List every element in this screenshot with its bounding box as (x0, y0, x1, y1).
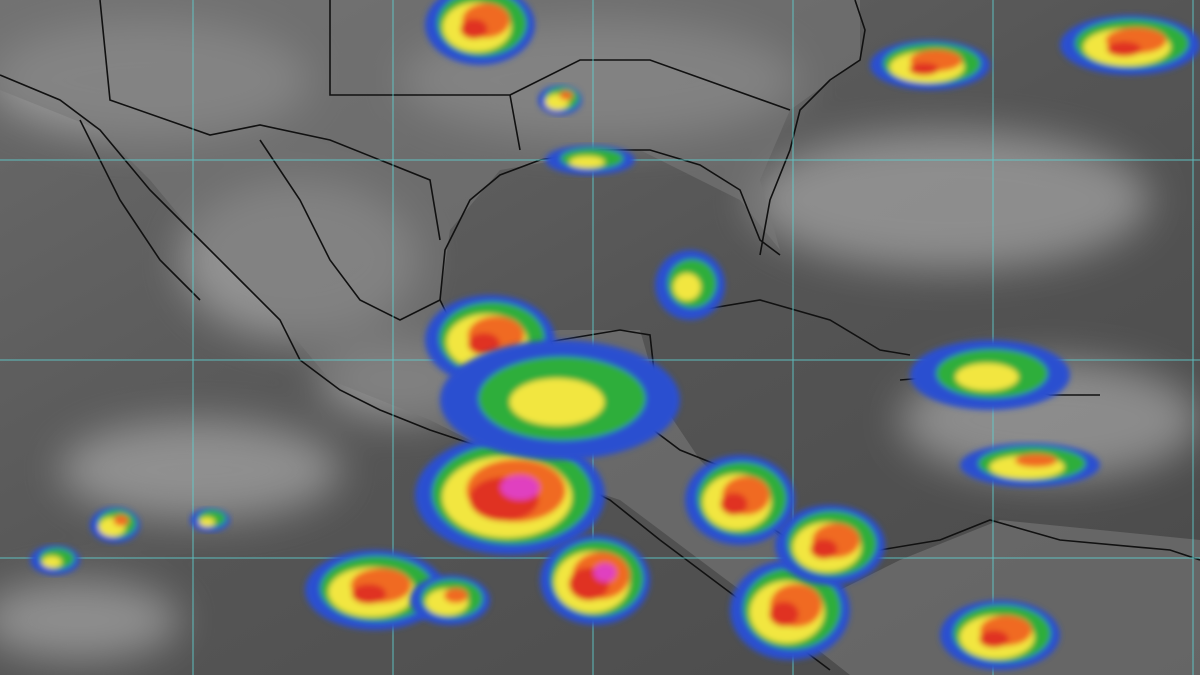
cloud-layer (113, 515, 129, 526)
cloud-central-america (440, 340, 680, 460)
cloud-hispaniola (910, 340, 1070, 410)
cloud-costa-rica-caribbean (775, 505, 885, 585)
cloud-layer (909, 62, 939, 76)
cloud-layer (443, 587, 469, 604)
cloud-pacific-mid (410, 575, 490, 625)
cloud-layer (460, 19, 488, 39)
cloud-honduras-sea (685, 455, 795, 545)
cloud-pacific-far-west (90, 507, 140, 543)
cloud-layer (720, 492, 748, 516)
cloud-layer (955, 363, 1019, 391)
cloud-layer (351, 584, 387, 604)
cloud-atlantic-east (870, 40, 990, 90)
cloud-layer (673, 273, 701, 301)
cloud-caribbean-east (960, 443, 1100, 487)
cloud-pacific-storm-south (540, 535, 650, 625)
cloud-layer (468, 332, 500, 356)
cloud-pacific-far-west-2 (30, 545, 80, 575)
cloud-oklahoma-cell (425, 0, 535, 65)
cloud-layer (1106, 41, 1142, 57)
cloud-layer (569, 156, 605, 168)
cloud-layer (509, 378, 605, 426)
cloud-pacific-west-cluster (305, 550, 445, 630)
cloud-layer (559, 90, 573, 101)
cloud-gulf-coast (545, 145, 635, 175)
cloud-layer (42, 556, 62, 568)
cloud-venezuela (940, 600, 1060, 670)
cloud-layer (593, 563, 617, 582)
cloud-pacific-storm-main (415, 435, 605, 555)
cloud-layer (769, 601, 799, 627)
convective-clouds (30, 0, 1200, 670)
cloud-cuba-north (655, 250, 725, 320)
cloud-layer (500, 475, 540, 500)
cloud-layer (810, 539, 838, 559)
cloud-layer (1014, 453, 1058, 468)
cloud-atlantic-far-east (1060, 15, 1200, 75)
cloud-panama-colombia (730, 560, 850, 660)
cloud-layer (979, 630, 1009, 648)
cloud-pacific-far-west-3 (190, 508, 230, 532)
cloud-arkansas-cell (538, 85, 582, 115)
cloud-layer (199, 517, 215, 527)
